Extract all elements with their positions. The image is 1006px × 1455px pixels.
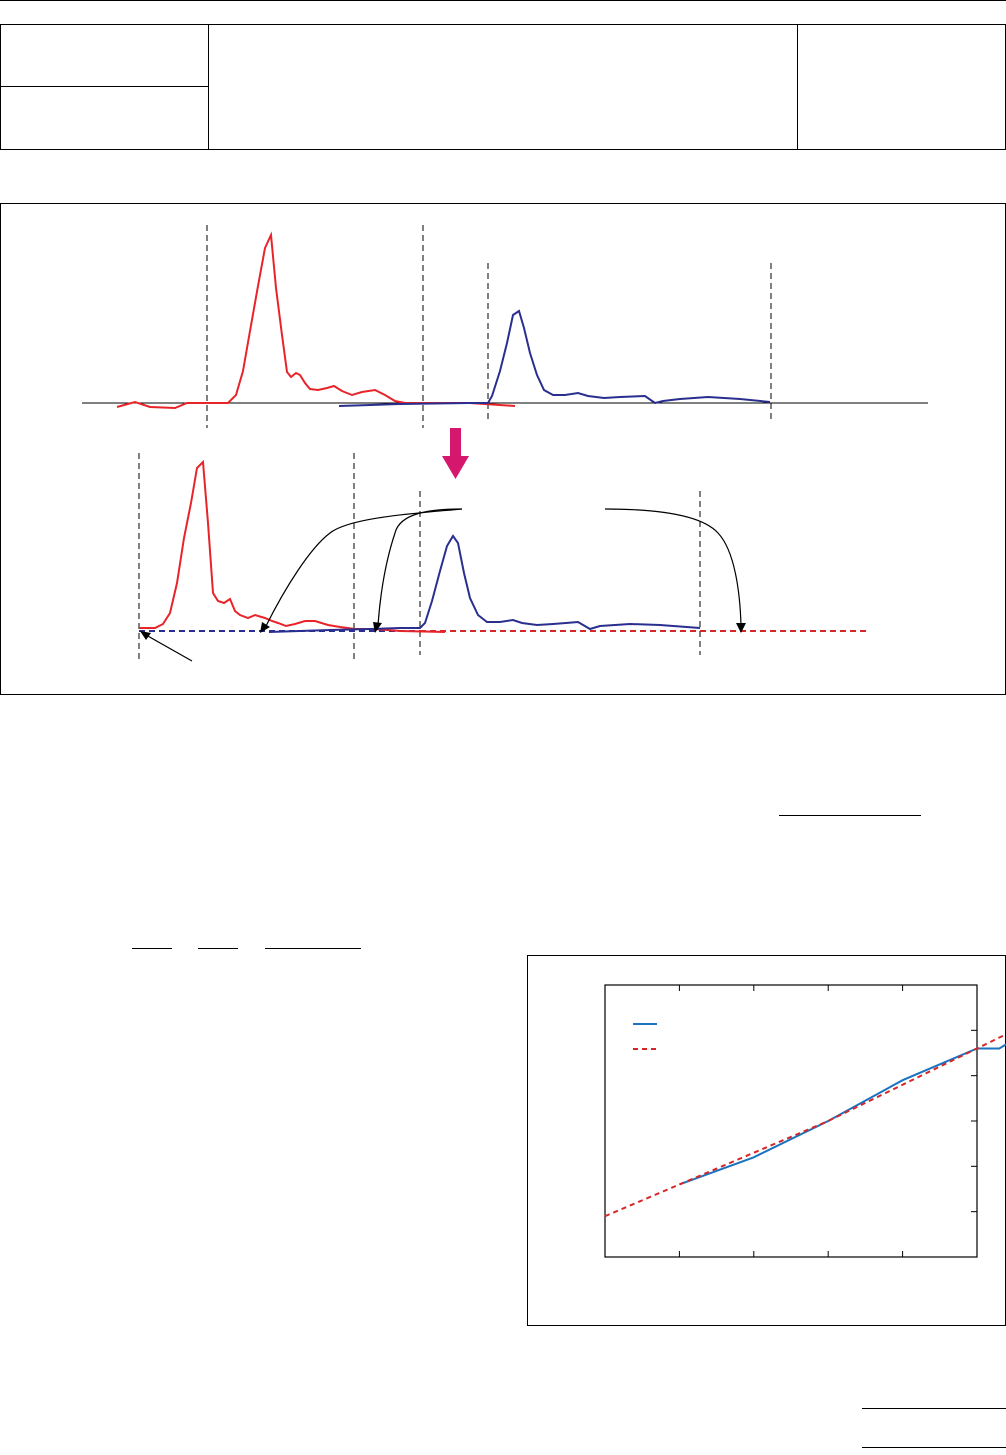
pointer-arrow-line	[145, 634, 193, 662]
bottom-red-trace	[139, 459, 446, 633]
measured-series-line	[679, 1043, 1006, 1186]
chart-legend	[633, 1023, 657, 1050]
down-arrow-icon	[442, 428, 469, 479]
top-red-trace	[116, 231, 516, 410]
fit-chart	[604, 984, 1006, 1258]
header-divider-1	[208, 24, 209, 150]
underline-2	[862, 1408, 1006, 1409]
header-divider-3	[0, 86, 208, 87]
curved-arrow-2	[377, 508, 463, 626]
curved-arrow-3	[604, 508, 742, 626]
top-rule	[0, 0, 1006, 1]
bracket-arrows	[145, 508, 742, 662]
top-blue-trace	[338, 309, 771, 407]
alignment-diagram	[82, 225, 928, 662]
series-group	[604, 1033, 1006, 1218]
fraction-bar-1	[132, 948, 172, 949]
arrow-icon	[140, 622, 746, 640]
underline-3	[862, 1447, 1006, 1448]
underline-1	[779, 815, 921, 816]
fraction-bar-2	[198, 948, 238, 949]
header-table	[0, 24, 1006, 150]
bottom-blue-trace	[268, 534, 701, 633]
curved-arrow-1	[265, 508, 463, 627]
axis-ticks	[678, 985, 977, 1257]
fit-series-line	[604, 1033, 1006, 1218]
plot-area	[604, 984, 978, 1258]
fraction-bar-3	[265, 948, 361, 949]
header-divider-2	[797, 24, 798, 150]
